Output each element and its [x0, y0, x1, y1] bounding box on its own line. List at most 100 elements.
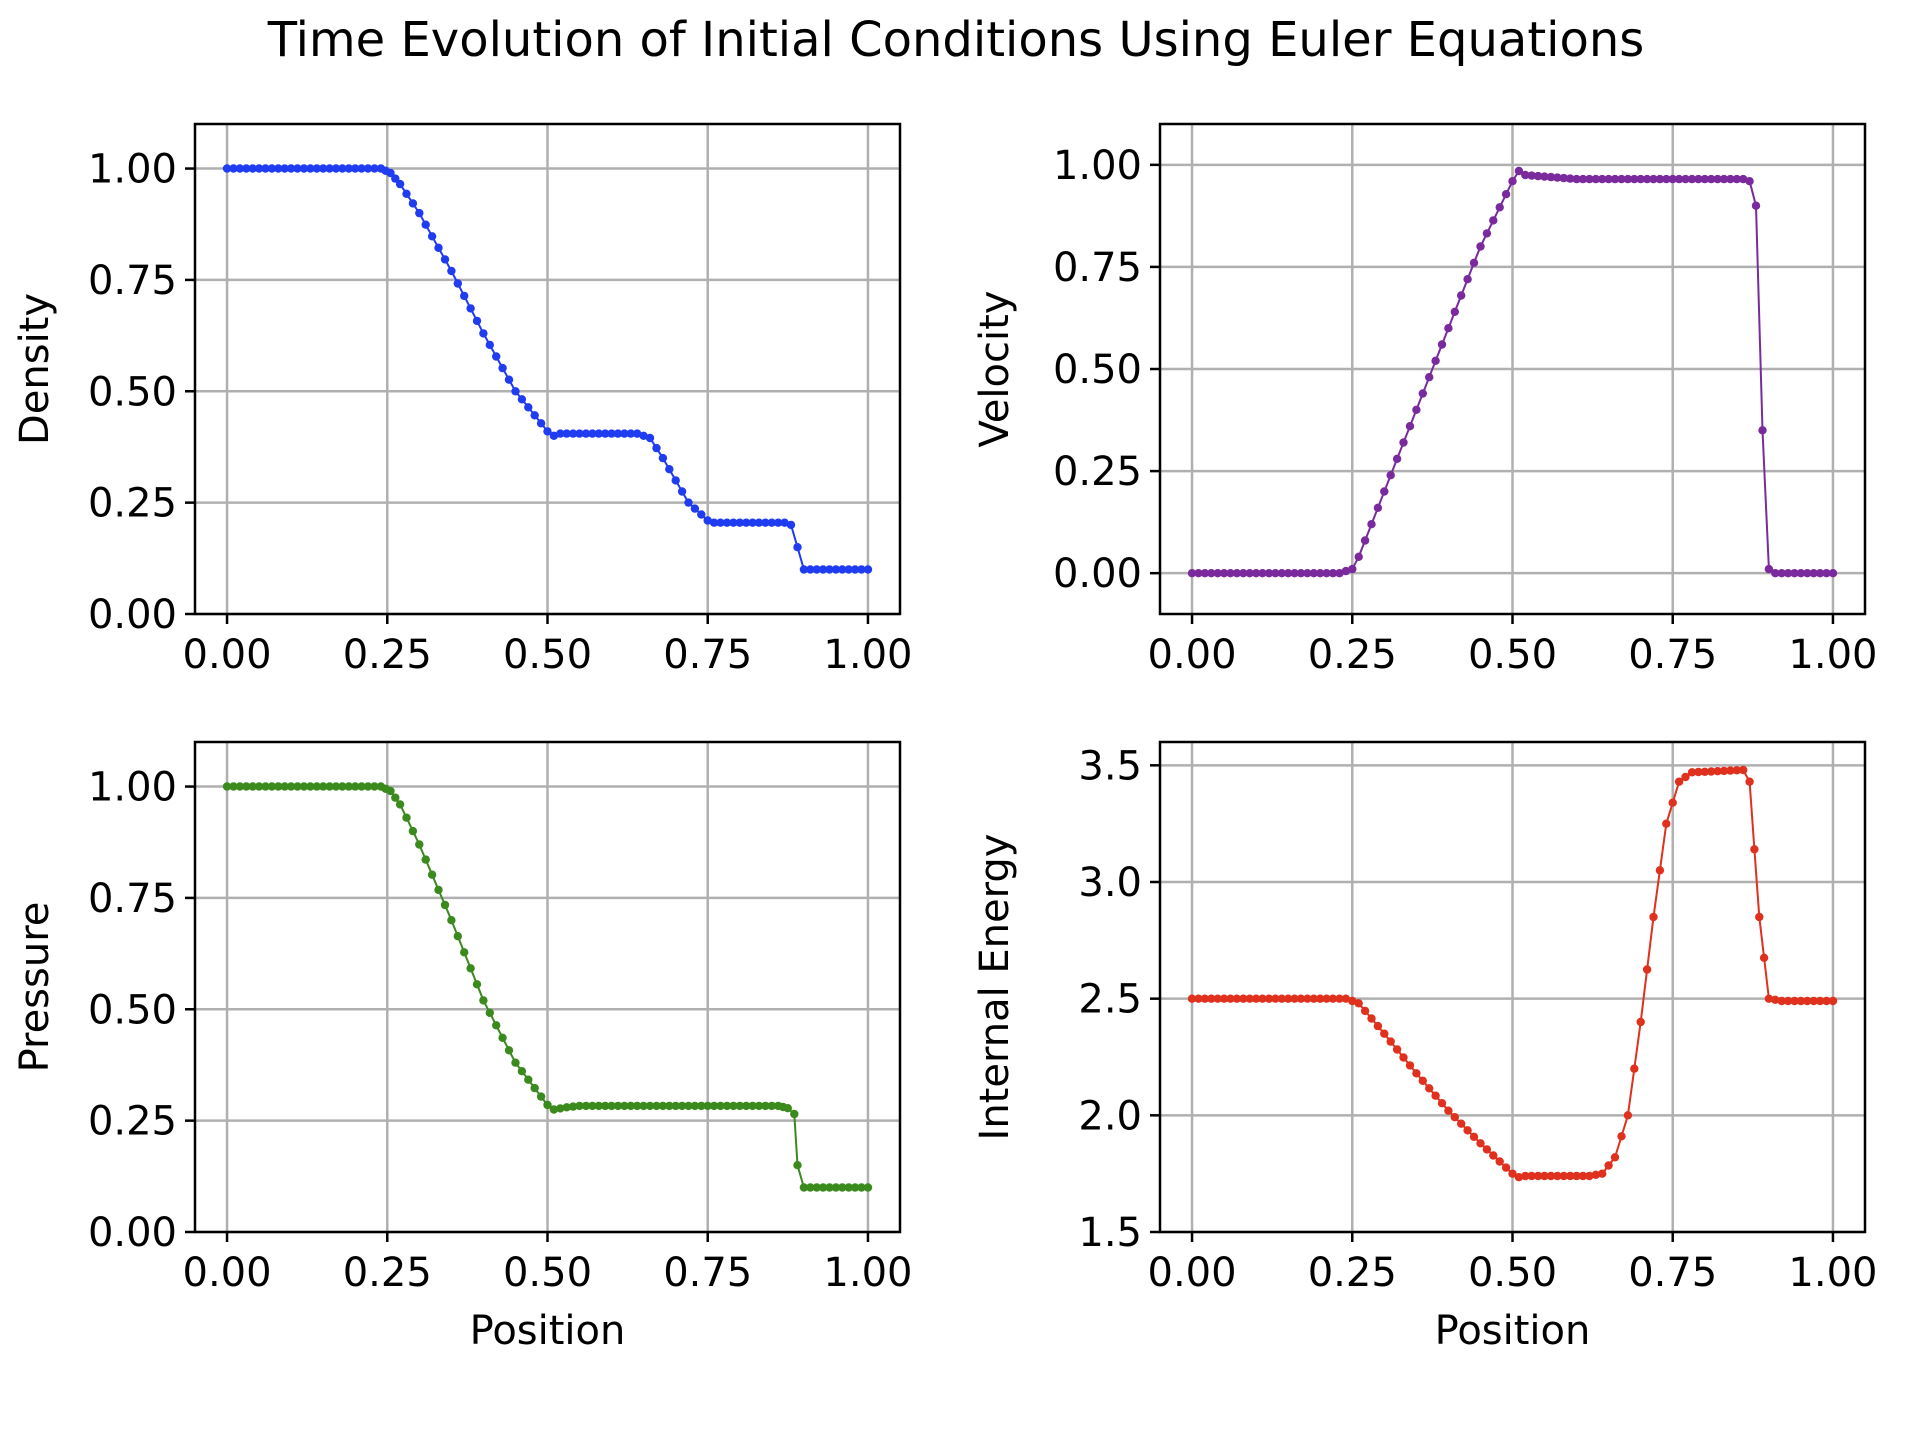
data-point — [1758, 426, 1767, 435]
data-point — [415, 208, 424, 218]
data-point — [1418, 1076, 1428, 1086]
data-point — [1553, 1171, 1562, 1181]
data-point — [466, 964, 475, 973]
data-point — [671, 476, 680, 485]
data-point — [1713, 767, 1722, 776]
data-point — [1815, 996, 1825, 1006]
data-point — [716, 1101, 725, 1111]
data-point — [1514, 166, 1524, 176]
data-point — [1739, 174, 1748, 184]
data-point — [568, 1102, 578, 1111]
data-point — [799, 1183, 809, 1192]
data-point — [325, 164, 334, 173]
data-point — [1457, 1119, 1466, 1128]
data-point — [825, 565, 834, 574]
data-point — [838, 1183, 847, 1192]
data-point — [351, 164, 360, 173]
data-point — [1739, 765, 1748, 775]
data-point — [754, 1101, 764, 1111]
data-point — [1489, 1151, 1498, 1160]
data-point — [427, 232, 437, 241]
data-point — [1348, 564, 1357, 574]
data-point — [1251, 994, 1261, 1003]
data-point — [524, 403, 533, 412]
data-point — [536, 1092, 546, 1101]
data-point — [607, 429, 616, 438]
data-point — [601, 1101, 610, 1111]
y-tick-label: 0.25 — [1053, 449, 1142, 495]
data-point — [1405, 422, 1415, 431]
data-point — [690, 504, 700, 513]
data-point — [562, 429, 571, 438]
data-point — [391, 174, 400, 183]
x-tick-label: 0.75 — [1628, 632, 1717, 678]
data-point — [363, 782, 373, 791]
data-point — [453, 932, 462, 941]
data-point — [735, 1101, 744, 1111]
data-point — [370, 782, 379, 791]
y-tick-label: 0.00 — [1053, 551, 1142, 597]
y-axis-label: Internal Energy — [972, 834, 1018, 1141]
data-point — [1296, 569, 1306, 578]
data-point — [460, 948, 469, 957]
data-point — [312, 164, 321, 173]
data-point — [806, 565, 815, 574]
data-point — [543, 427, 552, 436]
data-point — [1271, 994, 1280, 1003]
data-point — [1707, 767, 1716, 776]
x-tick-label: 0.75 — [663, 1250, 752, 1296]
data-point — [1245, 994, 1254, 1003]
data-point — [850, 1183, 860, 1192]
data-point — [357, 164, 366, 173]
y-tick-label: 1.00 — [1053, 143, 1142, 189]
data-point — [299, 782, 309, 791]
data-point — [1796, 569, 1806, 578]
data-point — [1828, 569, 1838, 578]
data-point — [530, 411, 539, 420]
data-point — [1431, 1091, 1440, 1100]
data-point — [652, 1101, 661, 1111]
data-point — [850, 565, 860, 574]
data-point — [684, 1101, 693, 1111]
data-point — [709, 1101, 719, 1111]
data-point — [1508, 1169, 1517, 1178]
data-point — [1277, 569, 1287, 578]
data-point — [306, 164, 315, 173]
data-point — [1553, 173, 1562, 182]
data-point — [466, 304, 475, 313]
data-point — [601, 429, 610, 438]
data-point — [408, 199, 418, 208]
data-point — [1239, 569, 1248, 578]
data-point — [588, 429, 597, 438]
data-point — [1578, 174, 1588, 184]
data-point — [633, 429, 642, 438]
data-point — [581, 429, 591, 438]
data-point — [677, 487, 687, 496]
data-point — [274, 782, 283, 791]
y-tick-label: 0.00 — [88, 1210, 177, 1256]
data-point — [1277, 994, 1287, 1003]
data-point — [790, 1109, 799, 1119]
x-tick-label: 0.25 — [1308, 632, 1397, 678]
y-tick-label: 0.25 — [88, 1099, 177, 1145]
data-point — [1264, 994, 1274, 1003]
data-point — [434, 885, 443, 895]
data-point — [799, 565, 809, 574]
data-point — [703, 516, 712, 525]
x-tick-label: 0.50 — [503, 1250, 592, 1296]
data-point — [286, 164, 296, 173]
x-tick-label: 1.00 — [1788, 632, 1877, 678]
data-point — [806, 1183, 815, 1192]
data-point — [1649, 912, 1658, 922]
data-point — [556, 1104, 565, 1113]
data-point — [1636, 1017, 1645, 1027]
data-point — [1630, 174, 1639, 184]
data-point — [607, 1101, 616, 1111]
data-point — [1284, 569, 1293, 578]
data-point — [485, 340, 494, 350]
x-tick-label: 0.00 — [1148, 632, 1237, 678]
data-point — [1578, 1171, 1588, 1181]
data-point — [594, 429, 603, 438]
data-point — [1559, 173, 1569, 183]
data-point — [485, 1008, 494, 1017]
